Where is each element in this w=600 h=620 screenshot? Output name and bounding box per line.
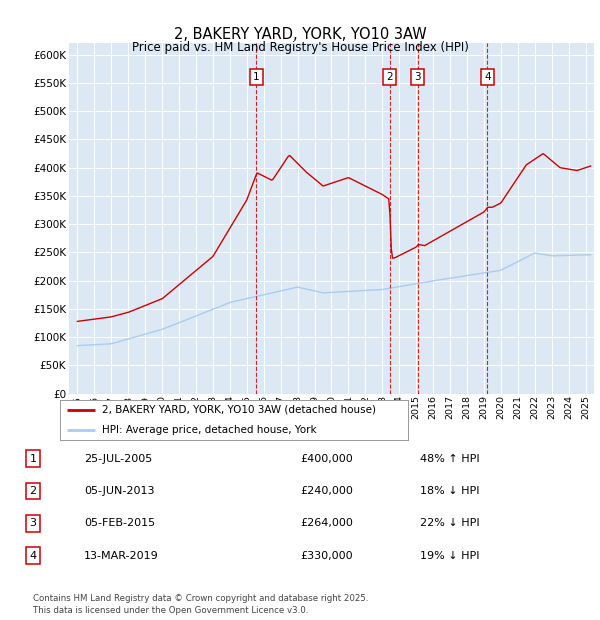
- Text: 2: 2: [386, 73, 393, 82]
- Text: 1: 1: [29, 454, 37, 464]
- Text: 25-JUL-2005: 25-JUL-2005: [84, 454, 152, 464]
- Text: 48% ↑ HPI: 48% ↑ HPI: [420, 454, 479, 464]
- Text: £400,000: £400,000: [300, 454, 353, 464]
- Text: 1: 1: [253, 73, 260, 82]
- Text: 2: 2: [29, 486, 37, 496]
- Text: 13-MAR-2019: 13-MAR-2019: [84, 551, 159, 560]
- Text: £240,000: £240,000: [300, 486, 353, 496]
- Text: £330,000: £330,000: [300, 551, 353, 560]
- Text: 4: 4: [29, 551, 37, 560]
- Text: HPI: Average price, detached house, York: HPI: Average price, detached house, York: [102, 425, 316, 435]
- Text: 4: 4: [484, 73, 491, 82]
- Text: 3: 3: [415, 73, 421, 82]
- Text: 22% ↓ HPI: 22% ↓ HPI: [420, 518, 479, 528]
- Text: 05-JUN-2013: 05-JUN-2013: [84, 486, 155, 496]
- Text: 05-FEB-2015: 05-FEB-2015: [84, 518, 155, 528]
- Text: 2, BAKERY YARD, YORK, YO10 3AW: 2, BAKERY YARD, YORK, YO10 3AW: [173, 27, 427, 42]
- Text: 18% ↓ HPI: 18% ↓ HPI: [420, 486, 479, 496]
- Text: Price paid vs. HM Land Registry's House Price Index (HPI): Price paid vs. HM Land Registry's House …: [131, 41, 469, 54]
- Text: Contains HM Land Registry data © Crown copyright and database right 2025.
This d: Contains HM Land Registry data © Crown c…: [33, 594, 368, 615]
- Text: 3: 3: [29, 518, 37, 528]
- Text: 2, BAKERY YARD, YORK, YO10 3AW (detached house): 2, BAKERY YARD, YORK, YO10 3AW (detached…: [102, 405, 376, 415]
- Text: 19% ↓ HPI: 19% ↓ HPI: [420, 551, 479, 560]
- Text: £264,000: £264,000: [300, 518, 353, 528]
